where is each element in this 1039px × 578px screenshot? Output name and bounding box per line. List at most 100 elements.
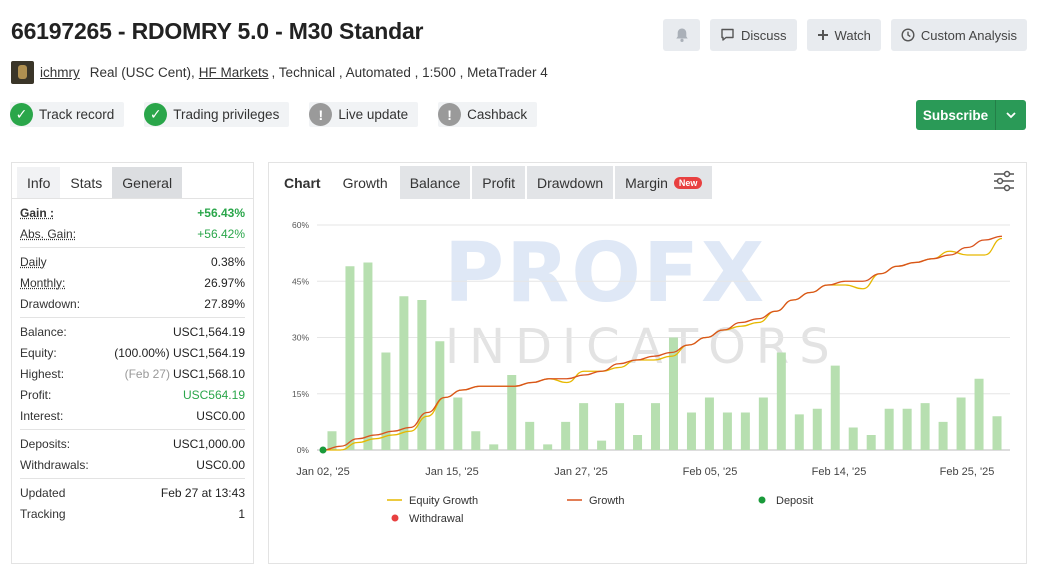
stat-key: Drawdown: <box>20 296 81 311</box>
custom-analysis-label: Custom Analysis <box>920 27 1017 43</box>
stat-equity: Equity: (100.00%) USC1,564.19 <box>20 342 245 363</box>
bar <box>776 352 786 450</box>
account-info: ichmry Real (USC Cent), HF Markets , Tec… <box>11 61 548 84</box>
exclamation-icon: ! <box>438 103 462 126</box>
bar <box>597 440 607 450</box>
stat-value: USC564.19 <box>182 387 245 402</box>
legend-label: Deposit <box>776 495 813 507</box>
tab-balance[interactable]: Balance <box>399 166 471 199</box>
plus-icon <box>817 30 828 40</box>
bar <box>381 352 391 450</box>
stat-key: Highest: <box>20 366 65 381</box>
legend-label: Withdrawal <box>409 513 463 525</box>
bar <box>453 397 463 450</box>
bar <box>651 403 661 450</box>
chart-heading: Chart <box>274 166 331 199</box>
account-type: Real (USC Cent), <box>89 65 195 80</box>
clock-icon <box>901 28 915 42</box>
stat-key[interactable]: Monthly: <box>20 275 66 290</box>
bar <box>507 375 517 450</box>
tab-stats[interactable]: Stats <box>60 167 113 198</box>
stat-key: Deposits: <box>20 436 71 451</box>
stat-key: Profit: <box>20 387 52 402</box>
badge-cashback[interactable]: ! Cashback <box>438 102 538 127</box>
subscribe-button[interactable]: Subscribe <box>916 100 1026 130</box>
bar <box>740 412 750 450</box>
badge-live-update[interactable]: ! Live update <box>309 102 419 127</box>
x-tick-label: Jan 15, '25 <box>425 466 478 478</box>
stat-highest: Highest: (Feb 27) USC1,568.10 <box>20 363 245 384</box>
bar <box>686 412 696 450</box>
bar <box>866 435 876 450</box>
bar <box>471 431 481 450</box>
broker-link[interactable]: HF Markets <box>198 65 269 80</box>
verification-badges: ✓ Track record ✓ Trading privileges ! Li… <box>10 102 538 127</box>
stat-tracking: Tracking 1 <box>20 503 245 524</box>
custom-analysis-button[interactable]: Custom Analysis <box>890 19 1027 51</box>
check-icon: ✓ <box>144 103 168 126</box>
stat-value: USC0.00 <box>196 408 245 423</box>
badge-label: Trading privileges <box>173 107 280 122</box>
badge-label: Track record <box>39 107 115 122</box>
x-tick-label: Feb 14, '25 <box>812 466 867 478</box>
highest-date: (Feb 27) <box>124 366 170 381</box>
stat-key[interactable]: Gain : <box>20 205 55 220</box>
chevron-down-icon <box>1006 111 1016 118</box>
subscribe-dropdown[interactable] <box>996 100 1026 130</box>
stat-key[interactable]: Daily <box>20 254 47 269</box>
tab-growth[interactable]: Growth <box>332 166 398 199</box>
stat-value: USC0.00 <box>196 457 245 472</box>
x-tick-label: Feb 25, '25 <box>940 466 995 478</box>
tab-info[interactable]: Info <box>17 167 61 198</box>
bar <box>399 296 409 450</box>
chart-tabs: Chart Growth Balance Profit Drawdown Mar… <box>269 163 1026 199</box>
watch-button[interactable]: Watch <box>806 19 881 51</box>
x-tick-label: Jan 02, '25 <box>296 466 349 478</box>
stats-panel: Info Stats General Gain : +56.43% Abs. G… <box>11 162 254 564</box>
tab-drawdown[interactable]: Drawdown <box>526 166 614 199</box>
stat-key: Tracking <box>20 506 66 521</box>
bar <box>848 427 858 450</box>
bar <box>579 403 589 450</box>
y-tick-label: 30% <box>292 333 309 343</box>
bell-icon <box>675 28 688 42</box>
stat-key[interactable]: Abs. Gain: <box>20 226 77 241</box>
bar <box>345 266 355 450</box>
y-tick-label: 15% <box>292 389 309 399</box>
badge-trading-privileges[interactable]: ✓ Trading privileges <box>144 102 290 127</box>
stat-updated: Updated Feb 27 at 13:43 <box>20 482 245 503</box>
chart-settings-icon[interactable] <box>992 170 1016 192</box>
y-tick-label: 0% <box>297 445 310 455</box>
stat-value: +56.43% <box>197 205 245 220</box>
tab-profit[interactable]: Profit <box>472 166 525 199</box>
subscribe-label[interactable]: Subscribe <box>916 100 996 130</box>
watermark-text: PROFX <box>444 226 766 321</box>
stat-interest: Interest: USC0.00 <box>20 405 245 426</box>
bar <box>435 341 445 450</box>
page-title: 66197265 - RDOMRY 5.0 - M30 Standar <box>11 18 424 44</box>
stats-list: Gain : +56.43% Abs. Gain: +56.42% Daily … <box>12 199 253 527</box>
bar <box>992 416 1002 450</box>
check-icon: ✓ <box>10 103 33 126</box>
stat-value: USC1,000.00 <box>172 436 245 451</box>
stat-withdrawals: Withdrawals: USC0.00 <box>20 454 245 475</box>
tab-margin[interactable]: Margin New <box>615 166 713 199</box>
avatar[interactable] <box>11 61 34 84</box>
new-badge: New <box>673 176 703 189</box>
badge-label: Live update <box>338 107 409 122</box>
bar <box>633 435 643 450</box>
tab-general[interactable]: General <box>112 167 183 198</box>
bar <box>561 421 571 450</box>
bar <box>525 421 535 450</box>
growth-chart: PROFX INDICATORS 0% 15% 30% 45% 60% Jan 02, … <box>292 220 1010 525</box>
stat-value: USC1,568.10 <box>172 366 245 381</box>
notify-button[interactable] <box>663 19 701 51</box>
discuss-button[interactable]: Discuss <box>710 19 797 51</box>
stat-value: 0.38% <box>210 254 245 269</box>
badge-track-record[interactable]: ✓ Track record <box>10 102 125 127</box>
header-actions: Discuss Watch Custom Analysis <box>663 19 1027 51</box>
user-link[interactable]: ichmry <box>40 65 80 80</box>
stat-drawdown: Drawdown: 27.89% <box>20 293 245 314</box>
stat-value: 26.97% <box>204 275 245 290</box>
bar <box>615 403 625 450</box>
